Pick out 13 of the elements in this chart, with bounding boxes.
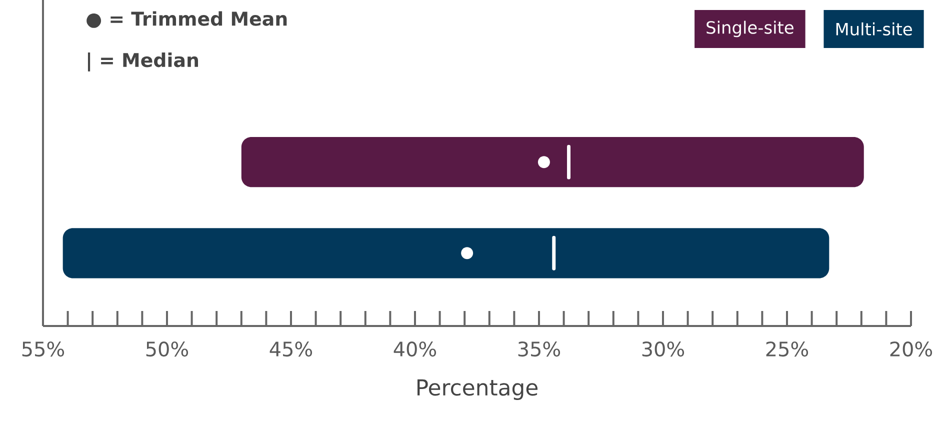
x-axis-title: Percentage (418, 379, 538, 400)
x-tick-label: 20% (890, 342, 932, 357)
x-tick-label: 50% (146, 342, 188, 357)
x-tick-label: 55% (22, 342, 64, 357)
x-tick-label: 35% (518, 342, 560, 357)
text: Single-site (706, 20, 794, 38)
x-tick-label: 30% (642, 342, 684, 357)
text: Multi-site (836, 22, 912, 36)
x-tick-label: 45% (270, 342, 312, 357)
x-tick-label: 25% (766, 342, 808, 357)
annotation: | = Median (88, 52, 198, 72)
annotation: ● = Trimmed Mean (86, 11, 287, 28)
x-tick-label: 40% (394, 342, 436, 357)
